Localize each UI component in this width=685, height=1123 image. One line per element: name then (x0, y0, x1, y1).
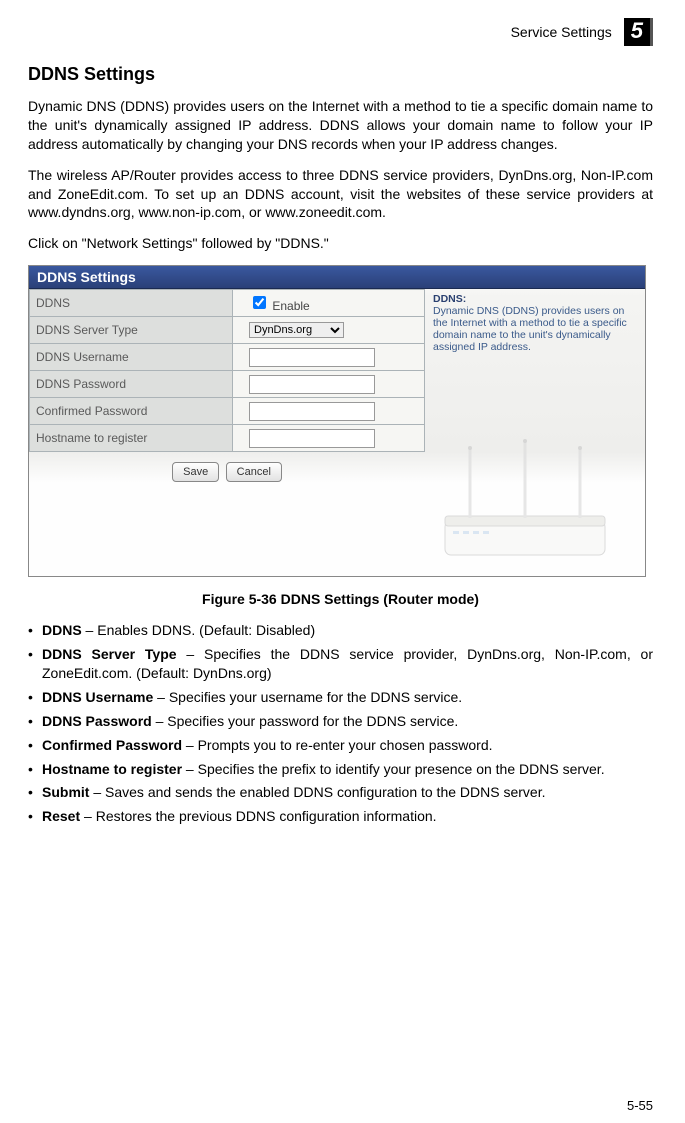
list-item: Confirmed Password – Prompts you to re-e… (28, 736, 653, 755)
header-section: Service Settings (511, 24, 612, 40)
enable-label: Enable (272, 299, 309, 313)
help-title: DDNS: (433, 293, 466, 305)
hostname-input[interactable] (249, 429, 375, 448)
page-title: DDNS Settings (28, 64, 653, 85)
figure-caption: Figure 5-36 DDNS Settings (Router mode) (28, 591, 653, 607)
confirm-password-input[interactable] (249, 402, 375, 421)
router-illustration (415, 436, 635, 566)
chapter-badge: 5 (624, 18, 653, 46)
help-text: Dynamic DNS (DDNS) provides users on the… (433, 305, 627, 353)
row-password-label: DDNS Password (30, 371, 233, 398)
save-button[interactable]: Save (172, 462, 219, 482)
paragraph-2: The wireless AP/Router provides access t… (28, 166, 653, 223)
list-item: DDNS Username – Specifies your username … (28, 688, 653, 707)
list-item: Hostname to register – Specifies the pre… (28, 760, 653, 779)
paragraph-1: Dynamic DNS (DDNS) provides users on the… (28, 97, 653, 154)
enable-checkbox[interactable] (253, 296, 266, 309)
list-item: Reset – Restores the previous DDNS confi… (28, 807, 653, 826)
row-confirm-label: Confirmed Password (30, 398, 233, 425)
list-item: Submit – Saves and sends the enabled DDN… (28, 783, 653, 802)
paragraph-3: Click on "Network Settings" followed by … (28, 234, 653, 253)
row-username-label: DDNS Username (30, 344, 233, 371)
username-input[interactable] (249, 348, 375, 367)
password-input[interactable] (249, 375, 375, 394)
row-server-type-label: DDNS Server Type (30, 317, 233, 344)
cancel-button[interactable]: Cancel (226, 462, 282, 482)
server-type-select[interactable]: DynDns.org (249, 322, 344, 338)
row-hostname-label: Hostname to register (30, 425, 233, 452)
settings-table: DDNS Enable DDNS Server Type DynDns.org (29, 289, 425, 452)
row-ddns-label: DDNS (30, 290, 233, 317)
panel-header: DDNS Settings (29, 266, 645, 289)
ddns-screenshot: DDNS Settings DDNS Enable DDNS Server Ty… (28, 265, 646, 577)
list-item: DDNS – Enables DDNS. (Default: Disabled) (28, 621, 653, 640)
list-item: DDNS Server Type – Specifies the DDNS se… (28, 645, 653, 683)
bullet-list: DDNS – Enables DDNS. (Default: Disabled)… (28, 621, 653, 826)
page-number: 5-55 (627, 1098, 653, 1113)
list-item: DDNS Password – Specifies your password … (28, 712, 653, 731)
